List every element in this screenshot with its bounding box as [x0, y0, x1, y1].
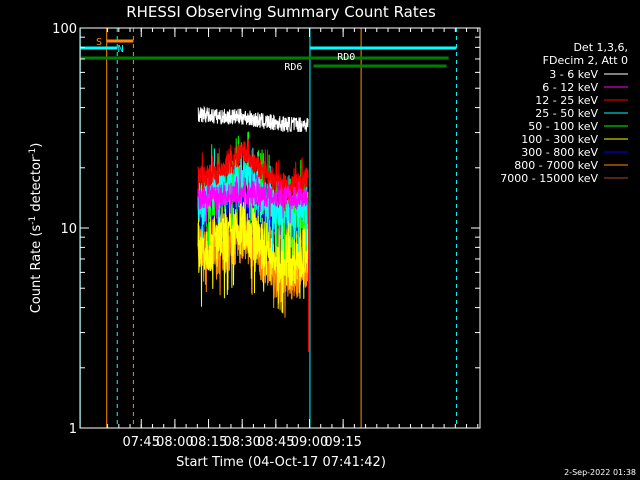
- y-label-sup-2: -1: [28, 148, 38, 157]
- y-axis-label: Count Rate (s-1 detector-1): [28, 143, 44, 314]
- y-axis-ticks: 1 10 100: [52, 22, 480, 437]
- legend-entry-label: 50 - 100 keV: [528, 120, 598, 133]
- rd6-label: RD6: [284, 62, 302, 73]
- rd0-label: RD0: [337, 52, 355, 63]
- series-line: [197, 174, 309, 314]
- y-label-part-1: Count Rate (s: [29, 225, 44, 314]
- x-tick-label: 08:15: [190, 435, 227, 450]
- x-tick-label: 07:45: [123, 435, 160, 450]
- legend-entry-label: 3 - 6 keV: [549, 68, 598, 81]
- series-line: [197, 138, 309, 212]
- chart-title: RHESSI Observing Summary Count Rates: [126, 3, 436, 21]
- x-tick-label: 08:45: [257, 435, 294, 450]
- y-label-part-3: ): [29, 143, 44, 148]
- x-tick-label: 08:00: [156, 435, 193, 450]
- legend-header-line-2: FDecim 2, Att 0: [543, 54, 628, 67]
- y-tick-label: 1: [69, 422, 77, 437]
- legend-entry-label: 100 - 300 keV: [521, 133, 598, 146]
- legend-entry-label: 7000 - 15000 keV: [500, 172, 598, 185]
- y-tick-label: 100: [52, 22, 77, 37]
- y-label-part-2: detector: [29, 156, 44, 216]
- attenuator-decimation-bands: S N RD0 RD6: [79, 28, 457, 428]
- saa-label: S: [96, 37, 102, 48]
- x-axis-label: Start Time (04-Oct-17 07:41:42): [176, 455, 386, 470]
- x-tick-label: 08:30: [223, 435, 260, 450]
- x-tick-label: 09:15: [324, 435, 361, 450]
- series-line: [197, 166, 309, 225]
- legend-entry-label: 800 - 7000 keV: [514, 159, 598, 172]
- series-layer: [197, 105, 310, 352]
- legend-entry-label: 25 - 50 keV: [535, 107, 598, 120]
- y-tick-label: 10: [60, 222, 77, 237]
- x-tick-label: 09:00: [291, 435, 328, 450]
- night-label: N: [118, 44, 124, 55]
- footer-date: 2-Sep-2022 01:38: [564, 468, 636, 477]
- series-line: [197, 105, 309, 133]
- legend-header-line-1: Det 1,3,6,: [573, 41, 628, 54]
- legend-entry-label: 300 - 800 keV: [521, 146, 598, 159]
- legend-entry-label: 6 - 12 keV: [542, 81, 598, 94]
- legend-entry-label: 12 - 25 keV: [535, 94, 598, 107]
- y-label-sup-1: -1: [28, 216, 38, 225]
